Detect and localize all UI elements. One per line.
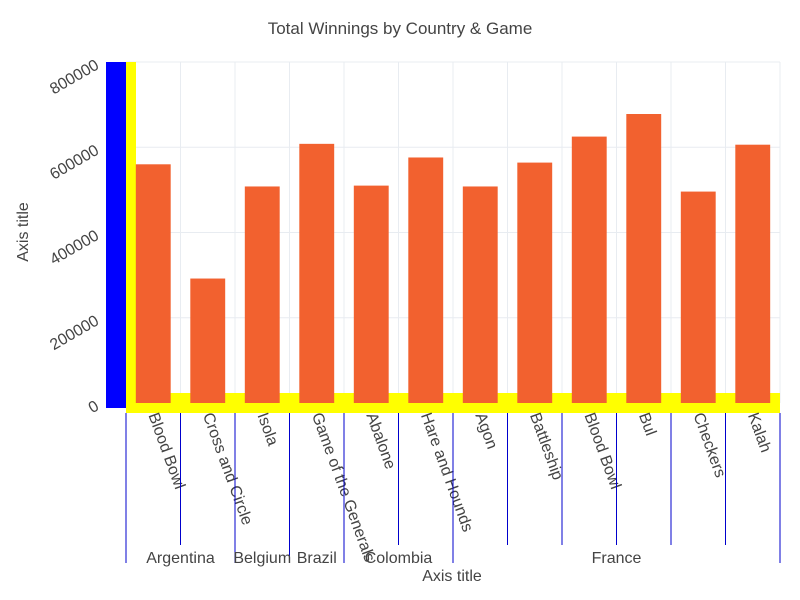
bar bbox=[244, 186, 280, 403]
x-tick-label: Bul bbox=[635, 411, 659, 439]
bar bbox=[626, 114, 662, 403]
x-group-label: France bbox=[592, 550, 642, 567]
x-tick-label: Blood Bowl bbox=[144, 411, 187, 492]
bar bbox=[571, 136, 607, 403]
x-tick-label: Cross and Circle bbox=[199, 411, 255, 528]
x-tick-label: Isola bbox=[253, 411, 281, 449]
y-axis-title: Axis title bbox=[15, 202, 32, 262]
bar bbox=[680, 191, 716, 403]
x-group-labels: Argentina Belgium Brazil Colombia France bbox=[125, 413, 781, 567]
bar bbox=[135, 164, 171, 403]
y-tick-label: 600000 bbox=[47, 142, 102, 183]
x-tick-label: Checkers bbox=[689, 411, 728, 480]
bar bbox=[462, 186, 498, 403]
x-axis-title: Axis title bbox=[422, 568, 482, 585]
y-tick-label: 0 bbox=[86, 398, 102, 417]
y-axis-band bbox=[106, 62, 126, 408]
bars bbox=[135, 114, 771, 403]
bar bbox=[517, 162, 553, 403]
bar bbox=[353, 185, 389, 403]
y-tick-label: 800000 bbox=[47, 57, 102, 98]
x-axis-band bbox=[126, 393, 780, 413]
y-tick-labels: 0 200000 400000 600000 800000 bbox=[47, 57, 102, 417]
x-tick-label: Game of the Generals bbox=[308, 411, 378, 565]
bar bbox=[408, 157, 444, 403]
bar bbox=[190, 278, 226, 403]
y-tick-label: 200000 bbox=[47, 312, 102, 353]
x-tick-label: Agon bbox=[471, 411, 500, 452]
bar bbox=[735, 144, 771, 403]
y-tick-label: 400000 bbox=[47, 227, 102, 268]
x-group-label: Belgium bbox=[233, 550, 291, 567]
x-tick-label: Blood Bowl bbox=[580, 411, 623, 492]
x-axis-band-left bbox=[126, 62, 136, 408]
x-tick-label: Battleship bbox=[526, 411, 566, 483]
x-tick-label: Hare and Hounds bbox=[417, 411, 476, 535]
x-group-label: Brazil bbox=[297, 550, 337, 567]
bar bbox=[299, 143, 335, 403]
x-tick-label: Abalone bbox=[362, 411, 398, 472]
x-tick-label: Kalah bbox=[744, 411, 774, 455]
x-group-label: Argentina bbox=[146, 550, 215, 567]
x-group-label: Colombia bbox=[365, 550, 433, 567]
axis-bands bbox=[106, 62, 780, 413]
chart-title: Total Winnings by Country & Game bbox=[268, 19, 533, 38]
